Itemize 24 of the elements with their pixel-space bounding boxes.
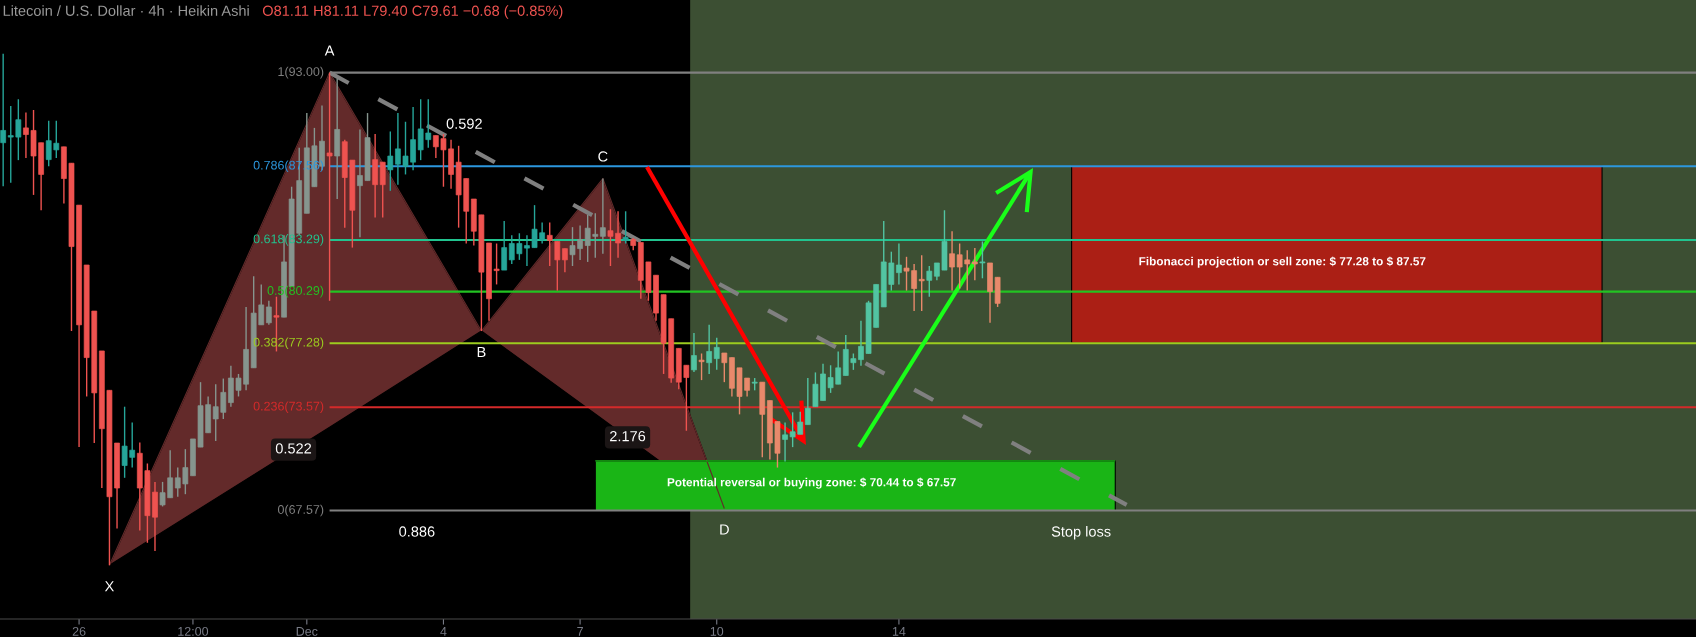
annotation: 2.176 <box>610 430 646 442</box>
chart-title: Litecoin / U.S. Dollar · 4h · Heikin Ashi <box>3 5 249 16</box>
x-tick-label: 14 <box>892 627 906 636</box>
series-label: 1(93.00) <box>278 66 324 79</box>
x-tick-label: 7 <box>577 627 583 636</box>
annotation: X <box>104 581 114 592</box>
annotation: Stop loss <box>1051 525 1111 540</box>
annotation: 0.522 <box>275 443 312 454</box>
annotation: B <box>477 346 486 357</box>
series-label: 0(67.57) <box>277 504 324 517</box>
annotation: D <box>720 524 729 535</box>
x-tick-label: Dec <box>296 627 318 636</box>
annotation: 0.592 <box>446 118 482 129</box>
x-tick-label: 12:00 <box>178 626 209 636</box>
annotation: 0.886 <box>399 526 435 537</box>
chart-subtitle: O81.11 H81.11 L79.40 C79.61 −0.68 (−0.85%) <box>262 5 563 19</box>
x-tick-label: 4 <box>440 627 447 636</box>
x-tick-label: 10 <box>710 626 724 636</box>
x-tick-label: 26 <box>72 626 86 636</box>
series-label: 0.236(73.57) <box>253 401 324 414</box>
annotation: Potential reversal or buying zone: $ 70.44 to $ 67.57 <box>667 477 956 489</box>
annotation: Fibonacci projection or sell zone: $ 77.28 to $ 87.57 <box>1139 256 1426 268</box>
annotation: C <box>598 151 608 162</box>
annotation: A <box>324 45 335 56</box>
